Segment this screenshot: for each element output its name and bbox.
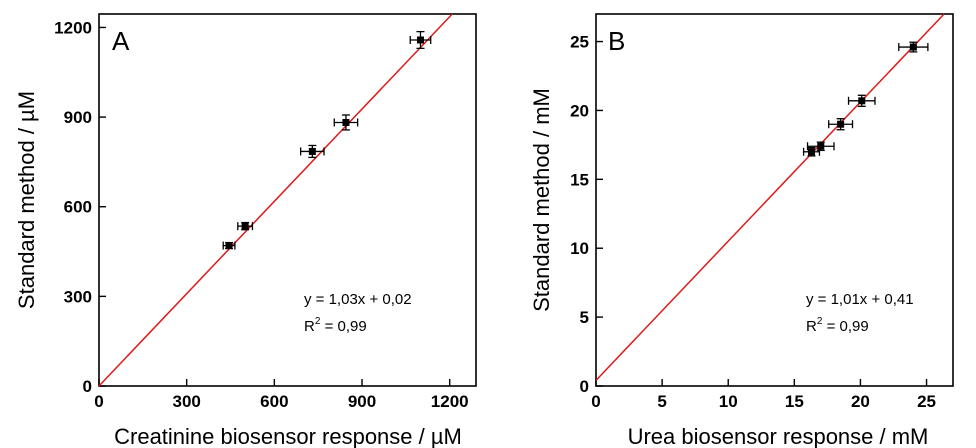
r-squared: R2 = 0,99 — [806, 316, 869, 335]
fit-line — [595, 13, 945, 381]
point-marker — [342, 118, 350, 126]
y-tick-label: 600 — [64, 198, 92, 217]
y-tick-label: 1200 — [54, 18, 92, 37]
y-tick-label: 10 — [570, 239, 589, 258]
data-point — [898, 41, 929, 53]
r-squared-value: = 0,99 — [822, 318, 868, 335]
x-axis-title: Urea biosensor response / mM — [628, 424, 929, 448]
point-marker — [808, 148, 816, 156]
fit-equation: y = 1,03x + 0,02 — [304, 291, 412, 308]
data-point — [409, 30, 432, 50]
r-squared-value: = 0,99 — [320, 318, 366, 335]
x-tick-label: 15 — [785, 392, 804, 411]
point-marker — [909, 43, 917, 51]
point-marker — [858, 97, 866, 105]
y-axis-title: Standard method / µM — [14, 91, 39, 309]
r-squared: R2 = 0,99 — [304, 316, 367, 335]
x-axis-title: Creatinine biosensor response / µM — [114, 424, 462, 448]
point-marker — [225, 242, 233, 250]
y-tick-label: 20 — [570, 101, 589, 120]
x-tick-label: 10 — [719, 392, 738, 411]
data-point — [828, 118, 854, 131]
x-tick-label: 20 — [851, 392, 870, 411]
panel-letter: A — [112, 26, 130, 56]
y-tick-label: 300 — [64, 287, 92, 306]
data-point — [237, 221, 254, 231]
data-points — [802, 41, 929, 157]
data-point — [847, 94, 876, 107]
y-axis-title: Standard method / mM — [529, 88, 554, 312]
r-squared-symbol: R — [304, 318, 315, 335]
data-point — [300, 144, 325, 159]
y-tick-label: 900 — [64, 108, 92, 127]
x-tick-label: 900 — [348, 392, 376, 411]
r-squared-superscript: 2 — [315, 316, 321, 327]
plot-frame — [595, 13, 954, 387]
x-tick-label: 0 — [591, 392, 600, 411]
data-point — [333, 114, 359, 131]
point-marker — [241, 222, 249, 230]
y-tick-label: 5 — [580, 308, 589, 327]
data-points — [222, 30, 432, 250]
x-tick-label: 1200 — [431, 392, 469, 411]
x-tick-label: 600 — [260, 392, 288, 411]
axis-ticks: 0 300 600 900 1200 0 300 600 900 1200 — [54, 18, 468, 411]
axis-ticks: 0 5 10 15 20 25 0 5 10 15 20 25 — [570, 33, 936, 411]
y-tick-label: 0 — [83, 377, 92, 396]
point-marker — [817, 142, 825, 150]
plot-frame — [98, 13, 477, 387]
panel-a: 0 300 600 900 1200 0 300 600 900 1200 A y = 1,03x… — [14, 13, 477, 448]
r-squared-superscript: 2 — [817, 316, 823, 327]
x-tick-label: 300 — [172, 392, 200, 411]
fit-equation: y = 1,01x + 0,41 — [806, 291, 914, 308]
y-tick-label: 15 — [570, 170, 589, 189]
x-tick-label: 25 — [917, 392, 936, 411]
data-point — [802, 146, 821, 157]
y-tick-label: 25 — [570, 33, 589, 52]
x-tick-label: 0 — [94, 392, 103, 411]
point-marker — [416, 36, 424, 44]
point-marker — [308, 147, 316, 155]
y-tick-label: 0 — [580, 377, 589, 396]
panel-letter: B — [608, 26, 625, 56]
data-point — [806, 141, 835, 152]
x-tick-label: 5 — [657, 392, 666, 411]
point-marker — [837, 120, 845, 128]
data-point — [222, 241, 236, 250]
r-squared-symbol: R — [806, 318, 817, 335]
fit-line — [98, 13, 453, 387]
